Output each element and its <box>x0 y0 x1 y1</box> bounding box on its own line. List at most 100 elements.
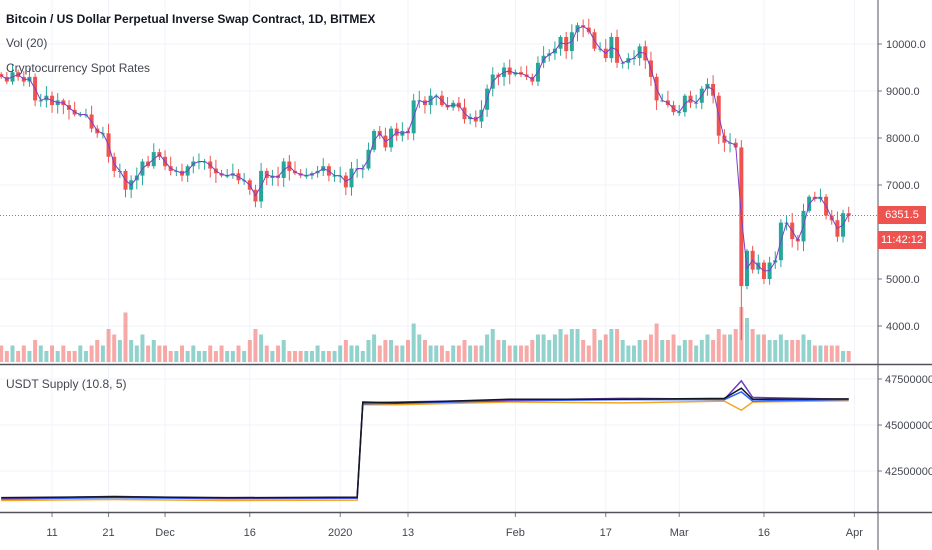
volume-bar <box>417 334 422 362</box>
volume-bar <box>677 345 682 362</box>
volume-bar <box>253 329 258 362</box>
volume-bar <box>665 340 670 362</box>
volume-bar <box>16 351 21 362</box>
volume-bar <box>841 351 846 362</box>
time-axis-label: Dec <box>155 527 175 539</box>
volume-bar <box>400 345 405 362</box>
time-axis-label: 11 <box>46 527 57 539</box>
volume-bar <box>773 340 778 362</box>
volume-bar <box>671 334 676 362</box>
volume-bar <box>603 334 608 362</box>
volume-bar <box>801 334 806 362</box>
volume-bar <box>575 329 580 362</box>
volume-bar <box>112 334 117 362</box>
price-axis-label: 5000.0 <box>886 274 920 286</box>
volume-bar <box>287 351 292 362</box>
time-axis-label: 13 <box>402 527 414 539</box>
price-axis-label: 10000.0 <box>886 39 926 51</box>
volume-bar <box>490 329 495 362</box>
volume-bar <box>824 345 829 362</box>
usdt-axis-label: 4500000000 <box>885 420 932 432</box>
volume-bar <box>360 351 365 362</box>
volume-bar <box>456 345 461 362</box>
volume-bar <box>247 340 252 362</box>
volume-bar <box>27 351 32 362</box>
volume-indicator-label[interactable]: Vol (20) <box>6 36 48 50</box>
volume-bar <box>705 334 710 362</box>
volume-bar <box>648 334 653 362</box>
volume-bar <box>236 345 241 362</box>
volume-bar <box>259 334 264 362</box>
volume-bar <box>304 351 309 362</box>
volume-bar <box>83 351 88 362</box>
volume-bar <box>174 351 179 362</box>
volume-bar <box>383 340 388 362</box>
volume-bar <box>281 340 286 362</box>
volume-bar <box>276 345 281 362</box>
volume-bar <box>750 329 755 362</box>
volume-bar <box>468 345 473 362</box>
spot-rates-indicator-label[interactable]: Cryptocurrency Spot Rates <box>6 61 151 75</box>
volume-bar <box>343 340 348 362</box>
volume-bar <box>552 334 557 362</box>
volume-bar <box>445 351 450 362</box>
volume-bar <box>140 334 145 362</box>
volume-bar <box>569 329 574 362</box>
volume-bar <box>745 318 749 362</box>
time-axis-label: 2020 <box>328 527 352 539</box>
volume-bar <box>439 345 444 362</box>
volume-bar <box>530 340 535 362</box>
volume-bar <box>134 345 139 362</box>
volume-bar <box>219 345 224 362</box>
volume-bar <box>778 334 783 362</box>
volume-bar <box>547 340 552 362</box>
volume-bar <box>4 351 9 362</box>
volume-bar <box>835 345 840 362</box>
volume-bar <box>191 345 196 362</box>
price-axis-label: 8000.0 <box>886 133 920 145</box>
volume-bar <box>44 351 49 362</box>
volume-bar <box>643 340 648 362</box>
volume-bar <box>451 345 456 362</box>
volume-bar <box>541 334 546 362</box>
volume-bar <box>733 329 738 362</box>
usdt-supply-indicator-label[interactable]: USDT Supply (10.8, 5) <box>6 377 127 391</box>
time-axis-label: 16 <box>758 527 770 539</box>
volume-bar <box>598 340 603 362</box>
volume-bar <box>524 345 529 362</box>
volume-bar <box>795 340 800 362</box>
volume-bar <box>389 340 394 362</box>
volume-bar <box>790 340 795 362</box>
volume-bar <box>626 345 631 362</box>
price-axis-label: 9000.0 <box>886 86 920 98</box>
volume-bar <box>67 351 71 362</box>
volume-bar <box>609 329 614 362</box>
volume-bar <box>818 345 823 362</box>
time-axis-label: Apr <box>846 527 863 539</box>
volume-bar <box>637 340 642 362</box>
volume-bar <box>473 345 478 362</box>
usdt-supply-line-blue <box>1 391 849 500</box>
usdt-axis-label: 4250000000 <box>885 466 932 478</box>
volume-bar <box>298 351 303 362</box>
volume-bar <box>185 351 190 362</box>
volume-bar <box>434 345 439 362</box>
volume-bar <box>196 351 201 362</box>
volume-bar <box>309 351 314 362</box>
volume-bar <box>632 345 636 362</box>
volume-bar <box>761 334 766 362</box>
volume-bar <box>581 340 586 362</box>
volume-bar <box>270 351 275 362</box>
volume-bar <box>699 340 704 362</box>
volume-bar <box>338 345 343 362</box>
volume-bar <box>225 351 230 362</box>
volume-bar <box>479 345 484 362</box>
volume-bar <box>349 345 354 362</box>
volume-bar <box>682 340 687 362</box>
volume-bar <box>513 345 518 362</box>
last-price-tag: 6351.5 <box>878 206 926 224</box>
volume-bar <box>123 312 128 362</box>
volume-bar <box>208 345 213 362</box>
volume-bar <box>784 340 789 362</box>
